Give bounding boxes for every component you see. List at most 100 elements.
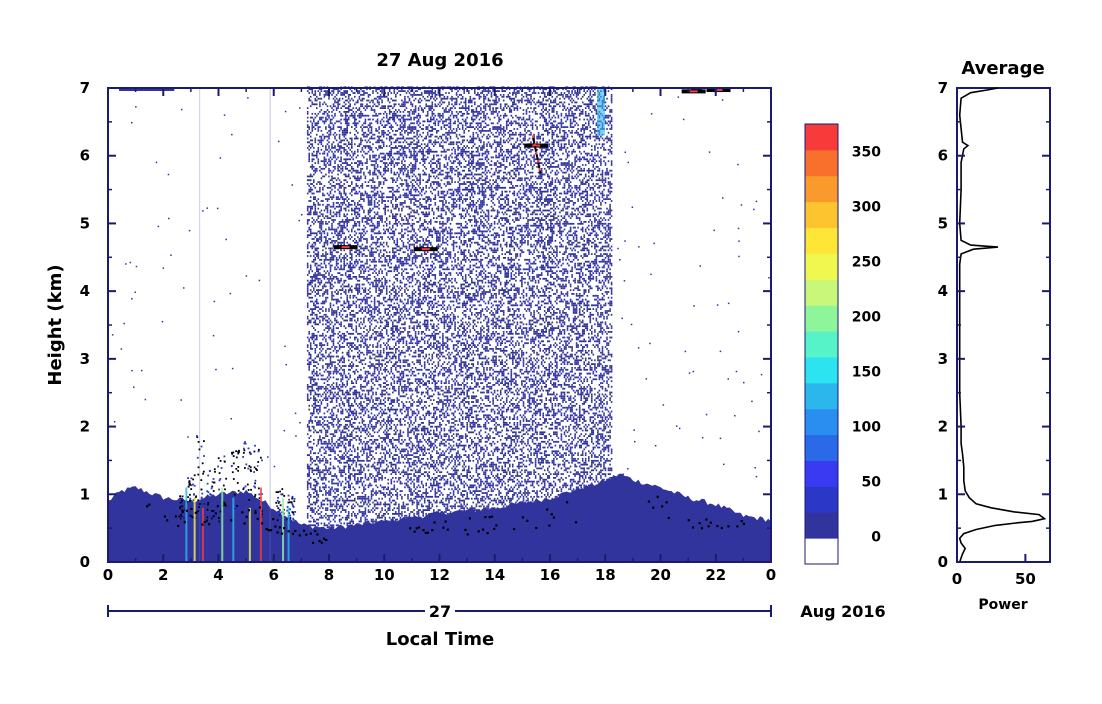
speckle-cell bbox=[378, 514, 380, 517]
speckle-cell bbox=[372, 526, 374, 528]
speckle-cell bbox=[341, 351, 344, 354]
speckle-cell bbox=[369, 219, 371, 221]
speckle-cell bbox=[332, 329, 335, 331]
speckle-cell bbox=[358, 403, 361, 405]
speckle-cell bbox=[357, 378, 359, 381]
speckle-cell bbox=[314, 319, 317, 322]
speckle-cell bbox=[351, 380, 353, 383]
speckle-cell bbox=[367, 304, 370, 307]
speckle-cell bbox=[340, 410, 342, 413]
speckle-cell bbox=[334, 429, 336, 432]
speckle-cell bbox=[322, 103, 324, 106]
speckle-cell bbox=[343, 207, 345, 210]
speckle-cell bbox=[329, 241, 332, 244]
speckle-cell bbox=[314, 401, 317, 403]
speckle-cell bbox=[335, 312, 338, 314]
speckle-cell bbox=[388, 494, 391, 496]
speckle-cell bbox=[360, 327, 362, 329]
speckle-cell bbox=[306, 482, 309, 485]
speckle-cell bbox=[363, 467, 365, 470]
speckle-cell bbox=[308, 331, 310, 333]
speckle-cell bbox=[361, 351, 364, 354]
speckle-cell bbox=[375, 291, 377, 293]
speckle-cell bbox=[376, 279, 379, 282]
speckle-cell bbox=[316, 234, 318, 237]
speckle-cell bbox=[363, 480, 365, 483]
speckle-cell bbox=[347, 306, 350, 309]
speckle-cell bbox=[364, 363, 367, 365]
speckle-cell bbox=[323, 122, 326, 125]
speckle-cell bbox=[340, 145, 342, 147]
speckle-cell bbox=[313, 304, 315, 307]
speckle-cell bbox=[322, 365, 324, 367]
speckle-cell bbox=[378, 312, 380, 314]
speckle-cell bbox=[370, 228, 373, 231]
speckle-cell bbox=[360, 308, 362, 310]
speckle-cell bbox=[369, 439, 371, 441]
speckle-cell bbox=[346, 258, 348, 261]
speckle-cell bbox=[354, 473, 356, 475]
speckle-cell bbox=[337, 272, 339, 274]
speckle-cell bbox=[367, 249, 370, 252]
speckle-cell bbox=[366, 133, 368, 136]
speckle-cell bbox=[366, 99, 368, 102]
speckle-cell bbox=[325, 429, 327, 432]
speckle-cell bbox=[387, 304, 389, 307]
speckle-cell bbox=[325, 492, 327, 494]
speckle-cell bbox=[331, 264, 333, 267]
speckle-cell bbox=[367, 431, 370, 434]
speckle-cell bbox=[346, 456, 348, 458]
speckle-cell bbox=[346, 92, 348, 94]
speckle-cell bbox=[354, 266, 356, 269]
speckle-cell bbox=[349, 393, 351, 396]
speckle-cell bbox=[341, 139, 344, 142]
speckle-cell bbox=[378, 183, 380, 185]
speckle-cell bbox=[331, 277, 333, 280]
speckle-cell bbox=[326, 112, 329, 115]
speckle-cell bbox=[354, 209, 356, 212]
speckle-cell bbox=[328, 427, 330, 430]
speckle-cell bbox=[355, 327, 358, 329]
speckle-cell bbox=[347, 304, 350, 307]
speckle-cell bbox=[376, 420, 379, 422]
speckle-cell bbox=[347, 513, 350, 515]
speckle-cell bbox=[375, 287, 377, 290]
speckle-cell bbox=[381, 389, 383, 392]
speckle-cell bbox=[319, 387, 321, 390]
speckle-cell bbox=[311, 279, 314, 282]
speckle-cell bbox=[370, 107, 373, 109]
speckle-cell bbox=[314, 329, 317, 331]
speckle-cell bbox=[308, 427, 310, 430]
speckle-cell bbox=[326, 370, 329, 373]
speckle-cell bbox=[373, 188, 376, 191]
speckle-cell bbox=[325, 319, 327, 322]
speckle-cell bbox=[373, 192, 376, 195]
speckle-cell bbox=[313, 147, 315, 149]
speckle-cell bbox=[323, 95, 326, 98]
speckle-cell bbox=[372, 494, 374, 496]
speckle-cell bbox=[364, 122, 367, 125]
speckle-cell bbox=[372, 329, 374, 331]
speckle-cell bbox=[309, 147, 312, 149]
speckle-cell bbox=[320, 511, 323, 513]
speckle-cell bbox=[370, 131, 373, 134]
speckle-cell bbox=[329, 467, 332, 470]
speckle-cell bbox=[363, 276, 365, 278]
speckle-cell bbox=[334, 177, 336, 180]
speckle-cell bbox=[349, 439, 351, 441]
speckle-cell bbox=[349, 158, 351, 161]
speckle-cell bbox=[326, 444, 329, 447]
speckle-cell bbox=[308, 365, 310, 367]
speckle-cell bbox=[328, 114, 330, 117]
speckle-cell bbox=[328, 258, 330, 261]
speckle-cell bbox=[343, 338, 345, 341]
speckle-cell bbox=[341, 97, 344, 100]
speckle-cell bbox=[343, 192, 345, 195]
speckle-cell bbox=[388, 338, 391, 341]
speckle-cell bbox=[387, 351, 389, 354]
speckle-cell bbox=[308, 473, 310, 475]
speckle-cell bbox=[382, 304, 385, 307]
speckle-cell bbox=[337, 279, 339, 282]
speckle-cell bbox=[325, 467, 327, 470]
speckle-cell bbox=[357, 495, 359, 498]
